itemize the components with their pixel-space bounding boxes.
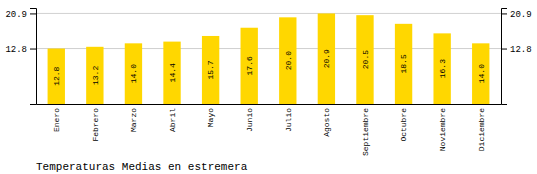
tick: 12.8 (501, 45, 532, 55)
tick-label: Enero (52, 108, 61, 132)
tick-label: Noviembre (438, 108, 447, 151)
bar (356, 15, 373, 104)
bar (48, 49, 65, 104)
bar (163, 42, 180, 104)
tick-label: 20.9 (510, 10, 532, 20)
grid-line (36, 13, 501, 14)
tick-mark (30, 13, 36, 14)
axis-line (502, 9, 508, 105)
x-axis: Enero Febrero Marzo Abril Mayo Junio Julio Agos… (37, 104, 502, 156)
tick: Mayo (206, 104, 215, 127)
data-label: 12.8 (52, 66, 61, 85)
tick-mark (501, 13, 507, 14)
axis-line (37, 104, 502, 105)
tick: Agosto (322, 104, 331, 137)
tick-label: Febrero (91, 108, 100, 142)
tick: Enero (52, 104, 61, 132)
tick: Abril (168, 104, 177, 132)
tick-mark (501, 49, 507, 50)
tick-label: 12.8 (510, 45, 532, 55)
data-label: 20.0 (284, 51, 293, 70)
data-label: 14.4 (168, 63, 177, 82)
tick-mark (30, 49, 36, 50)
tick: Diciembre (477, 104, 486, 151)
tick: 20.9 (5, 10, 36, 20)
data-label: 20.5 (361, 50, 370, 69)
tick-label: Diciembre (477, 108, 486, 151)
tick-label: Septiembre (361, 108, 370, 156)
grid-line (36, 48, 501, 49)
tick: 12.8 (5, 45, 36, 55)
tick-label: Abril (168, 108, 177, 132)
tick-label: Junio (245, 108, 254, 132)
bar (241, 28, 258, 104)
tick: Septiembre (361, 104, 370, 156)
data-label: 14.0 (477, 64, 486, 83)
title: Temperaturas Medias en estremera (36, 161, 248, 173)
tick: Octubre (399, 104, 408, 142)
tick: Julio (284, 104, 293, 132)
data-label: 16.3 (438, 59, 447, 78)
tick-label: Marzo (129, 108, 138, 132)
tick-label: Agosto (322, 108, 331, 137)
bar (86, 47, 103, 104)
grid (36, 13, 501, 48)
data-label: 15.7 (206, 60, 215, 79)
plot: 12.8 13.2 14.0 14.4 15.7 17.6 20.0 20.9 20.5 18.5… (5, 9, 531, 157)
data-labels: 12.8 13.2 14.0 14.4 15.7 17.6 20.0 20.9 20.5 18.5… (52, 49, 485, 86)
data-label: 13.2 (91, 66, 100, 85)
chart: 12.8 13.2 14.0 14.4 15.7 17.6 20.0 20.9 20.5 18.5… (0, 0, 537, 174)
bar (318, 13, 335, 104)
y-axis: 12.8 20.9 (5, 9, 36, 105)
bar (472, 43, 489, 104)
tick-label: 12.8 (5, 45, 27, 55)
data-label: 20.9 (322, 49, 331, 68)
axis-line (30, 9, 37, 105)
y2-axis: 12.8 20.9 (501, 9, 532, 105)
tick-label: Mayo (206, 108, 215, 127)
tick: Marzo (129, 104, 138, 132)
bar (279, 17, 296, 104)
tick-label: Octubre (399, 108, 408, 142)
tick: 20.9 (501, 10, 532, 20)
tick: Noviembre (438, 104, 447, 151)
bar (395, 24, 412, 104)
tick: Febrero (91, 104, 100, 142)
tick-label: 20.9 (5, 10, 27, 20)
data-label: 14.0 (129, 64, 138, 83)
bar (433, 33, 450, 104)
bar (125, 43, 142, 104)
data-label: 17.6 (245, 56, 254, 75)
bars (48, 13, 490, 104)
bar (202, 36, 219, 104)
tick-label: Julio (284, 108, 293, 132)
tick: Junio (245, 104, 254, 132)
data-label: 18.5 (399, 54, 408, 73)
